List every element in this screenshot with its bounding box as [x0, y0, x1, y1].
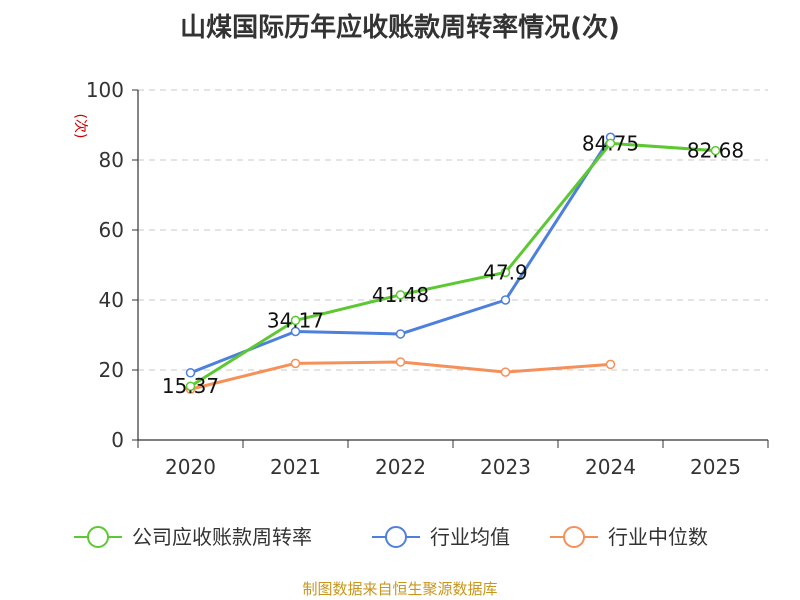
data-label: 84.75	[582, 131, 639, 155]
data-point[interactable]	[500, 295, 511, 305]
data-point[interactable]	[605, 359, 616, 370]
data-point[interactable]	[710, 145, 721, 156]
x-tick-label: 2025	[690, 455, 741, 479]
x-tick-label: 2024	[585, 455, 636, 479]
axes: 0 20 40 60 80 100 2020 2021 2022 2023 2024 2025	[86, 78, 769, 479]
chart-title: 山煤国际历年应收账款周转率情况(次)	[180, 12, 620, 43]
y-tick-label: 0	[111, 428, 124, 452]
data-point[interactable]	[290, 358, 301, 369]
data-point[interactable]	[290, 315, 301, 326]
x-tick-label: 2023	[480, 455, 531, 479]
legend-item[interactable]: 行业均值	[372, 525, 510, 549]
y-tick-label: 100	[86, 78, 124, 102]
y-tick-label: 80	[99, 148, 124, 172]
data-point[interactable]	[500, 267, 511, 278]
legend-marker-icon	[385, 526, 407, 548]
y-tick-label: 40	[99, 288, 124, 312]
series-line	[189, 141, 716, 388]
legend-label: 行业均值	[430, 525, 510, 549]
data-point[interactable]	[395, 290, 406, 300]
legend[interactable]: 公司应收账款周转率 行业均值 行业中位数	[74, 525, 708, 549]
data-label: 41.48	[372, 283, 429, 307]
y-axis-label: (次)	[72, 114, 88, 139]
x-tick-label: 2022	[375, 455, 426, 479]
legend-marker-icon	[87, 526, 109, 548]
data-point[interactable]	[605, 138, 616, 149]
data-point[interactable]	[185, 368, 196, 378]
data-label: 34.17	[267, 308, 324, 332]
y-tick-label: 60	[99, 218, 124, 242]
legend-marker-icon	[563, 526, 585, 548]
series-lines	[185, 132, 721, 394]
legend-label: 公司应收账款周转率	[132, 525, 312, 549]
x-tick-label: 2020	[165, 455, 216, 479]
legend-item[interactable]: 公司应收账款周转率	[74, 525, 312, 549]
data-labels: 15.37 34.17 41.48 47.9 84.75 82.68	[162, 131, 744, 398]
x-tick-label: 2021	[270, 455, 321, 479]
gridlines	[138, 89, 768, 371]
y-tick-label: 20	[99, 358, 124, 382]
data-label: 82.68	[687, 139, 744, 163]
source-note: 制图数据来自恒生聚源数据库	[302, 580, 497, 598]
legend-label: 行业中位数	[608, 525, 708, 549]
data-point[interactable]	[290, 326, 301, 337]
data-label: 47.9	[483, 260, 528, 284]
data-point[interactable]	[395, 357, 406, 367]
legend-item[interactable]: 行业中位数	[550, 525, 708, 549]
data-point[interactable]	[185, 381, 196, 391]
data-point[interactable]	[500, 367, 511, 377]
data-label: 15.37	[162, 374, 219, 398]
data-point[interactable]	[395, 329, 406, 339]
